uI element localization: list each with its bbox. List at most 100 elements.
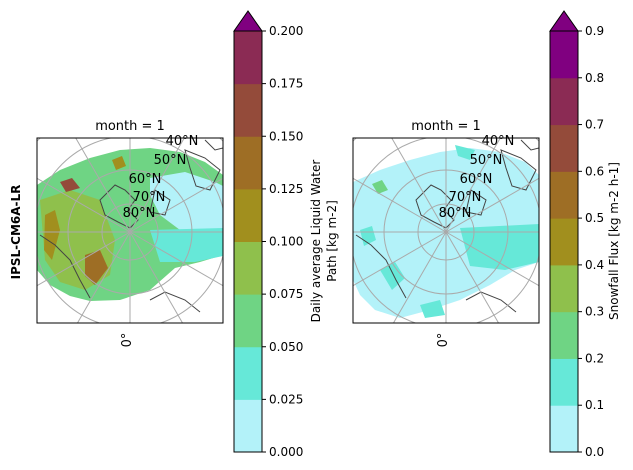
- colorbar-right-bands: [549, 10, 579, 453]
- meridian-line: [37, 177, 131, 233]
- coastline-right-2: [465, 189, 487, 216]
- colorbar-left-bands: [233, 10, 263, 453]
- field-left-high-2: [85, 250, 108, 285]
- colorbar-band: [550, 358, 578, 406]
- coastline-left-5: [149, 291, 201, 313]
- gridlines-left: [37, 138, 223, 323]
- colorbar-band: [234, 241, 262, 295]
- colorbar-band: [550, 218, 578, 266]
- row-label: IPSL-CM6A-LR: [9, 185, 23, 280]
- coastline-left-4: [39, 234, 91, 299]
- field-right-low-3: [420, 300, 445, 318]
- colorbar-band: [550, 264, 578, 313]
- field-right-ocean-low: [460, 224, 539, 270]
- colorbar-tick-label: 0.7: [585, 118, 604, 132]
- coastline-left-2: [149, 189, 171, 216]
- colorbar-tick-label: 0.175: [269, 77, 303, 91]
- coastline-left-6: [204, 139, 223, 151]
- colorbar-band: [234, 136, 262, 190]
- colorbar-tick-label: 0.150: [269, 129, 303, 143]
- colorbar-tick-label: 0.3: [585, 305, 604, 319]
- field-right-low-4: [455, 145, 475, 160]
- colorbar-right-label: Snowfall Flux [kg m-2 h-1]: [607, 162, 621, 320]
- colorbar-band: [550, 77, 578, 126]
- colorbar-band: [234, 83, 262, 137]
- colorbar-tick-label: 0.2: [585, 351, 604, 365]
- map-frame-right: [352, 137, 540, 324]
- colorbar-band: [550, 171, 578, 219]
- colorbar-tick-label: 0.1: [585, 398, 604, 412]
- colorbar-band: [550, 31, 578, 79]
- lat-label-left-50: 50°N: [154, 153, 187, 168]
- map-panel-right: month = 1 40°N 50°N 60°N 70°N 80°N 0°: [352, 119, 540, 348]
- colorbar-tick-label: 0.9: [585, 24, 604, 38]
- field-right-low-1: [360, 226, 376, 246]
- lat-label-right-70: 70°N: [449, 190, 482, 205]
- field-right-low-2: [380, 262, 405, 290]
- colorbar-band: [234, 294, 262, 348]
- panel-title-right: month = 1: [411, 119, 481, 134]
- meridian-line: [129, 177, 223, 233]
- field-left-high-4: [112, 156, 126, 170]
- meridian-line: [75, 138, 131, 233]
- meridian-line: [353, 231, 447, 287]
- colorbar-band: [234, 399, 262, 453]
- colorbar-band: [234, 346, 262, 400]
- colorbar-band: [550, 405, 578, 453]
- coastline-right-3: [500, 149, 537, 191]
- meridian-line: [445, 231, 539, 287]
- lat-label-right-50: 50°N: [470, 153, 503, 168]
- colorbar-band: [550, 311, 578, 359]
- colorbar-tick-label: 0.000: [269, 445, 303, 459]
- panel-title-left: month = 1: [95, 119, 165, 134]
- map-area-left: [37, 138, 223, 323]
- colorbar-tick-label: 0.025: [269, 392, 303, 406]
- colorbar-band: [234, 188, 262, 242]
- colorbar-tick-label: 0.200: [269, 24, 303, 38]
- colorbar-tick-label: 0.050: [269, 340, 303, 354]
- lat-label-right-80: 80°N: [439, 206, 472, 221]
- colorbar-right: 0.0 0.1 0.2 0.3 0.4 0.5 0.6 0.7 0.8 0.9 Snowfall …: [549, 10, 621, 459]
- colorbar-extend-triangle: [549, 10, 579, 32]
- lat-label-left-60: 60°N: [129, 172, 162, 187]
- lat-label-left-40: 40°N: [166, 134, 199, 149]
- field-left-high-3: [60, 178, 80, 192]
- coastline-right-5: [465, 291, 517, 313]
- map-panel-left: month = 1 40°N 50°N 60°N 70°N: [36, 119, 224, 348]
- field-left-high-1: [44, 210, 60, 260]
- meridian-line: [37, 231, 131, 287]
- coastline-right-4: [355, 234, 407, 299]
- map-area-right: [353, 138, 539, 323]
- meridian-line: [129, 231, 223, 287]
- coastline-left-3: [184, 149, 221, 191]
- lat-label-right-60: 60°N: [460, 172, 493, 187]
- colorbar-band: [234, 31, 262, 85]
- field-left-ocean-low: [150, 228, 223, 262]
- meridian-line: [129, 138, 185, 233]
- lon-label-right-0: 0°: [436, 333, 451, 348]
- lat-label-left-80: 80°N: [123, 206, 156, 221]
- colorbar-tick-label: 0.5: [585, 211, 604, 225]
- colorbar-band: [550, 124, 578, 172]
- field-right-mid: [372, 180, 388, 194]
- meridian-line: [392, 231, 447, 323]
- meridian-line: [445, 231, 500, 323]
- colorbar-tick-label: 0.4: [585, 258, 604, 272]
- gridlines-right: [353, 138, 539, 323]
- colorbar-tick-label: 0.125: [269, 182, 303, 196]
- colorbar-tick-label: 0.100: [269, 235, 303, 249]
- colorbar-tick-label: 0.8: [585, 71, 604, 85]
- lat-label-right-40: 40°N: [482, 134, 515, 149]
- colorbar-tick-label: 0.075: [269, 287, 303, 301]
- colorbar-left-label-line2: Path [kg m-2]: [325, 200, 339, 282]
- colorbar-tick-label: 0.0: [585, 445, 604, 459]
- lat-label-left-70: 70°N: [133, 190, 166, 205]
- lon-label-left-0: 0°: [120, 333, 135, 348]
- colorbar-tick-label: 0.6: [585, 164, 604, 178]
- meridian-line: [445, 177, 539, 233]
- field-left-lowvals: [150, 172, 223, 232]
- coastline-right-6: [520, 139, 539, 151]
- colorbar-left-ticks: 0.000 0.025 0.050 0.075 0.100 0.125 0.150 0.175…: [262, 24, 303, 459]
- meridian-line: [76, 231, 131, 323]
